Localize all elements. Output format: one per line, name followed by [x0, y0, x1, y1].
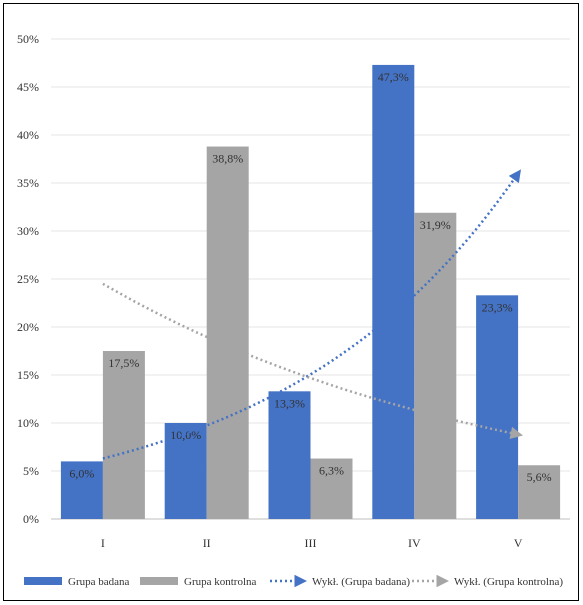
y-axis-ticks: 0% 5% 10% 15% 20% 25% 30% 35% 40% 45% 50%	[17, 32, 39, 526]
bar-grupa-badana	[60, 461, 103, 519]
data-labels: 6,0% 17,5% 10,0% 38,8% 13,3% 6,3% 47,3% 31,9% 23…	[69, 70, 551, 484]
legend-item-trend-grupa-kontrolna: Wykł. (Grupa kontrolna)	[412, 574, 563, 588]
data-label: 6,0%	[69, 466, 94, 480]
x-tick-label: IV	[408, 536, 421, 550]
data-label: 31,9%	[420, 218, 451, 232]
x-tick-label: I	[101, 536, 105, 550]
x-tick-label: II	[203, 536, 211, 550]
x-tick-label: V	[514, 536, 523, 550]
y-tick-label: 0%	[23, 512, 39, 526]
y-tick-label: 35%	[17, 176, 39, 190]
data-label: 6,3%	[319, 464, 344, 478]
y-tick-label: 20%	[17, 320, 39, 334]
bar-grupa-kontrolna	[414, 212, 457, 519]
y-tick-label: 25%	[17, 272, 39, 286]
legend-item-grupa-badana: Grupa badana	[24, 576, 130, 588]
legend-item-grupa-kontrolna: Grupa kontrolna	[140, 576, 257, 588]
x-axis-ticks: I II III IV V	[101, 536, 523, 550]
bar-grupa-kontrolna	[206, 146, 249, 519]
legend-label: Grupa kontrolna	[184, 576, 257, 588]
bar-grupa-kontrolna	[310, 458, 353, 519]
legend: Grupa badana Grupa kontrolna Wykł. (Grupa …	[24, 574, 563, 588]
data-label: 17,5%	[108, 356, 139, 370]
legend-label: Grupa badana	[68, 576, 130, 588]
data-label: 47,3%	[378, 70, 409, 84]
y-tick-label: 45%	[17, 80, 39, 94]
bar-grupa-badana	[476, 295, 519, 519]
y-tick-label: 5%	[23, 464, 39, 478]
bars	[60, 64, 561, 520]
y-tick-label: 40%	[17, 128, 39, 142]
data-label: 13,3%	[274, 396, 305, 410]
bar-grupa-kontrolna	[518, 465, 561, 519]
data-label: 10,0%	[170, 428, 201, 442]
y-tick-label: 10%	[17, 416, 39, 430]
y-tick-label: 30%	[17, 224, 39, 238]
bar-grupa-kontrolna	[102, 351, 145, 519]
bar-grupa-badana	[268, 391, 311, 519]
y-tick-label: 15%	[17, 368, 39, 382]
legend-item-trend-grupa-badana: Wykł. (Grupa badana)	[270, 574, 410, 588]
bar-grupa-badana	[372, 64, 415, 520]
legend-label: Wykł. (Grupa kontrolna)	[454, 576, 563, 588]
chart-frame: 0% 5% 10% 15% 20% 25% 30% 35% 40% 45% 50% 6,0% 17,5…	[3, 3, 579, 601]
data-label: 5,6%	[527, 470, 552, 484]
data-label: 38,8%	[212, 152, 243, 166]
legend-swatch	[24, 577, 62, 585]
x-tick-label: III	[305, 536, 317, 550]
data-label: 23,3%	[482, 300, 513, 314]
y-tick-label: 50%	[17, 32, 39, 46]
legend-label: Wykł. (Grupa badana)	[312, 576, 410, 588]
bar-chart: 0% 5% 10% 15% 20% 25% 30% 35% 40% 45% 50% 6,0% 17,5…	[17, 32, 570, 588]
legend-swatch	[140, 577, 178, 585]
